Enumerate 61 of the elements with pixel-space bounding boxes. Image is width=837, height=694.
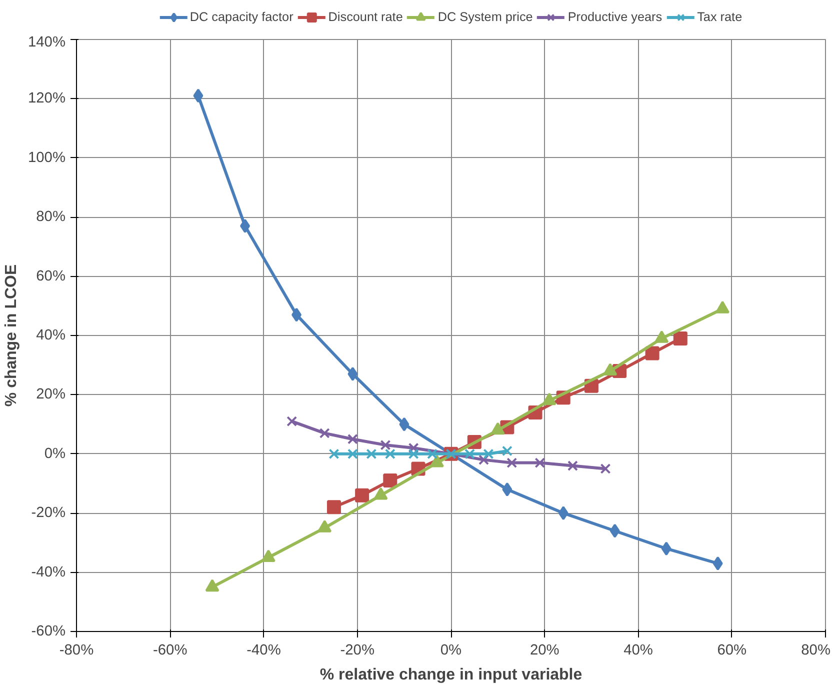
legend-label: DC capacity factor xyxy=(190,10,294,24)
legend-label: Discount rate xyxy=(328,10,403,24)
point xyxy=(193,88,204,103)
point xyxy=(534,458,546,468)
y-tick-label: 40% xyxy=(36,328,66,344)
x-tick-label: -40% xyxy=(246,642,281,658)
legend-label: Productive years xyxy=(568,10,662,24)
point xyxy=(286,416,298,427)
point xyxy=(502,482,512,496)
point xyxy=(712,556,723,570)
point xyxy=(326,500,341,514)
point xyxy=(558,506,568,520)
point xyxy=(600,463,611,474)
point xyxy=(347,448,358,460)
x-tick-label: -20% xyxy=(340,642,374,658)
point xyxy=(661,542,672,556)
x-tick-label: 80% xyxy=(801,642,831,658)
x-tick-label: 0% xyxy=(440,642,462,658)
point xyxy=(427,448,438,460)
x-tick-label: 40% xyxy=(624,642,653,658)
point xyxy=(408,448,419,460)
point xyxy=(384,448,396,460)
point xyxy=(240,218,250,233)
point xyxy=(506,458,518,468)
point xyxy=(355,488,370,502)
point xyxy=(328,448,340,460)
x-tick-label: -80% xyxy=(59,642,94,658)
y-tick-label: 0% xyxy=(44,446,66,462)
point xyxy=(347,434,358,444)
point xyxy=(348,366,358,381)
point xyxy=(319,428,330,438)
y-tick-label: -40% xyxy=(31,564,66,580)
point xyxy=(502,446,512,456)
x-tick-label: 60% xyxy=(717,642,747,658)
point xyxy=(478,454,490,466)
point xyxy=(383,474,398,488)
point xyxy=(366,448,377,460)
legend-label: DC System price xyxy=(438,10,533,24)
point xyxy=(483,448,494,460)
x-axis-title: % relative change in input variable xyxy=(320,666,582,684)
point xyxy=(673,331,688,346)
y-tick-label: 20% xyxy=(36,386,66,403)
point xyxy=(408,442,419,454)
point xyxy=(567,460,578,471)
y-tick-label: -20% xyxy=(31,505,66,522)
point xyxy=(399,417,410,432)
x-tick-label: 20% xyxy=(530,642,560,658)
x-tick-label: -60% xyxy=(153,642,188,658)
y-tick-label: 140% xyxy=(28,34,66,50)
y-tick-label: 60% xyxy=(36,268,66,284)
y-tick-label: 80% xyxy=(36,209,66,226)
point xyxy=(380,440,391,450)
point xyxy=(464,448,475,460)
point xyxy=(610,524,620,538)
y-tick-label: -60% xyxy=(31,624,66,640)
point xyxy=(292,308,302,322)
y-axis-title: % change in LCOE xyxy=(3,264,20,407)
y-tick-label: 120% xyxy=(28,90,66,107)
y-tick-label: 100% xyxy=(28,150,66,166)
legend-label: Tax rate xyxy=(697,10,742,24)
point xyxy=(645,346,660,360)
